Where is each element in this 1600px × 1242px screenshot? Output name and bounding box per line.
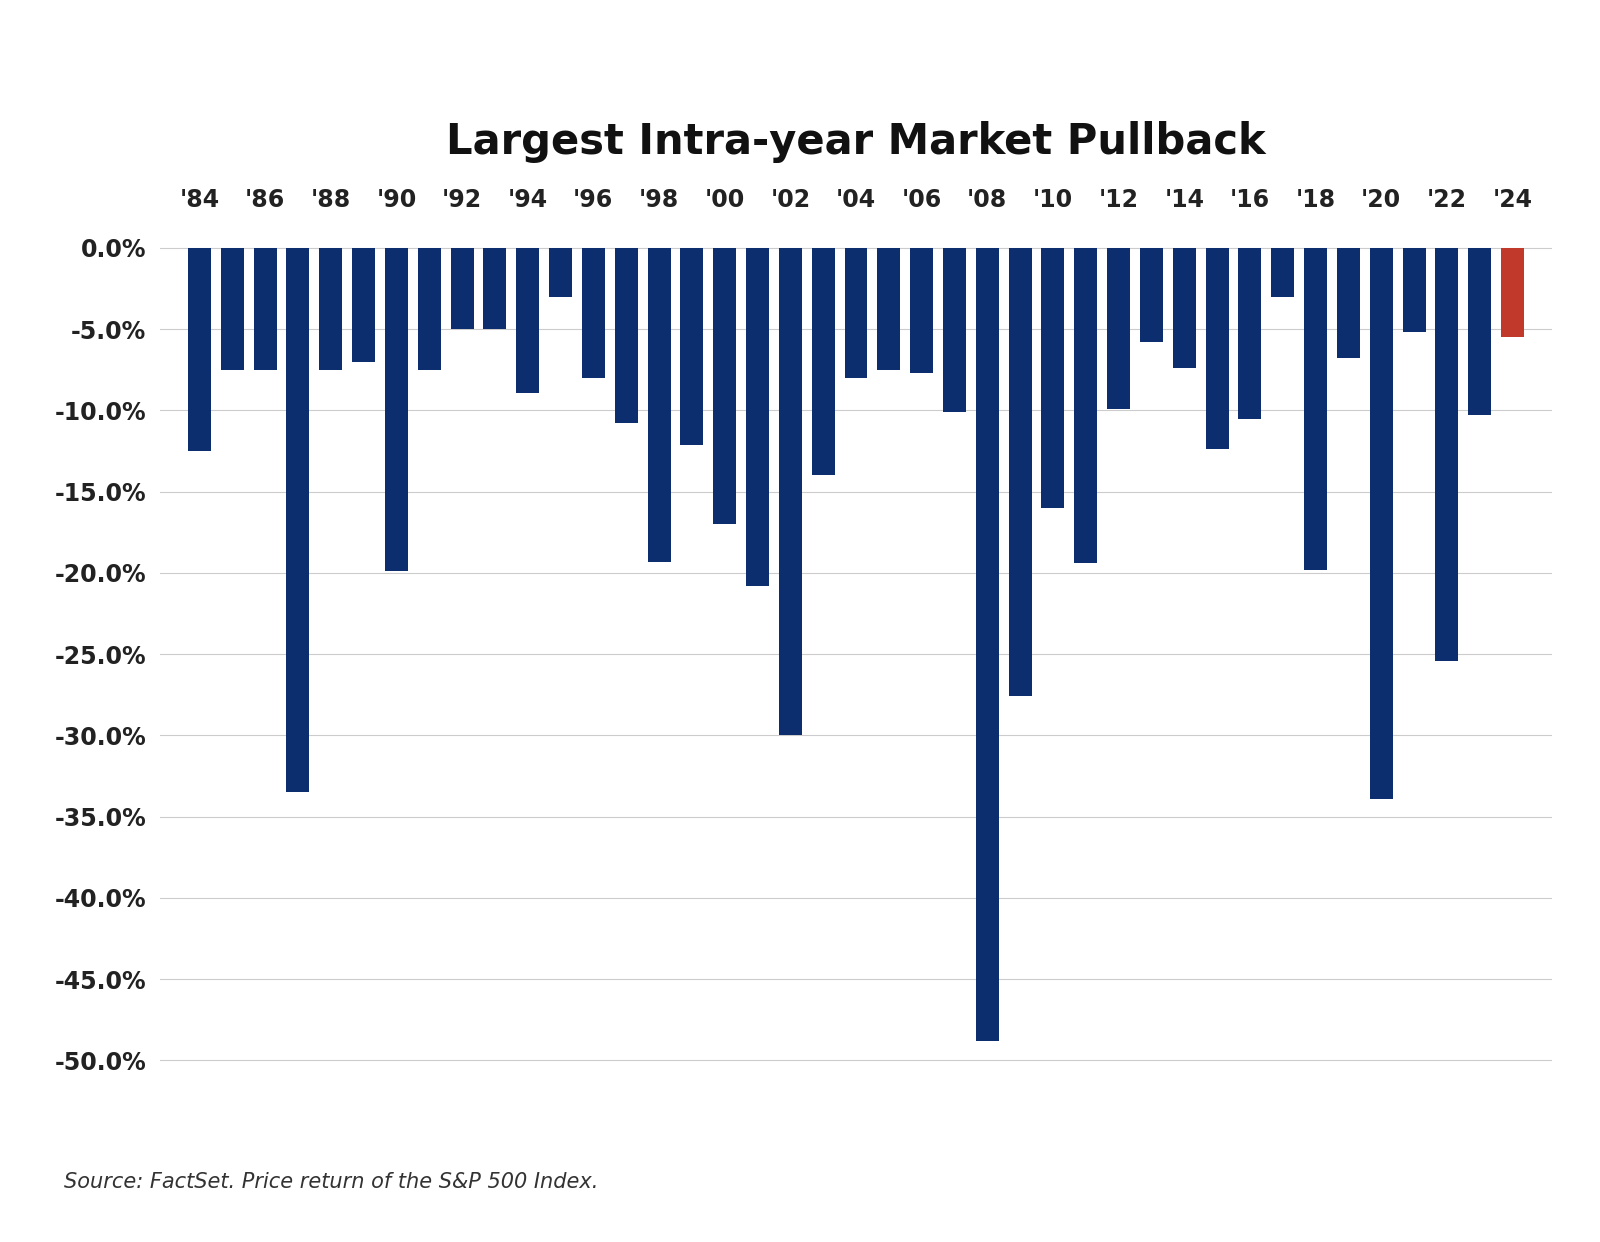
Bar xyxy=(680,248,704,445)
Bar xyxy=(1139,248,1163,343)
Bar xyxy=(1469,248,1491,415)
Bar xyxy=(1435,248,1459,661)
Bar xyxy=(451,248,474,329)
Bar xyxy=(549,248,573,297)
Bar xyxy=(1501,248,1525,338)
Bar xyxy=(1074,248,1098,563)
Bar xyxy=(253,248,277,370)
Bar xyxy=(1173,248,1195,368)
Text: Source: FactSet. Price return of the S&P 500 Index.: Source: FactSet. Price return of the S&P… xyxy=(64,1172,598,1192)
Bar xyxy=(910,248,933,373)
Bar xyxy=(418,248,440,370)
Bar xyxy=(1403,248,1426,333)
Bar xyxy=(1107,248,1130,409)
Bar xyxy=(1206,248,1229,450)
Bar xyxy=(714,248,736,524)
Bar xyxy=(320,248,342,370)
Bar xyxy=(386,248,408,571)
Bar xyxy=(976,248,998,1041)
Bar xyxy=(582,248,605,378)
Bar xyxy=(1008,248,1032,697)
Bar xyxy=(1042,248,1064,508)
Bar xyxy=(352,248,374,361)
Bar xyxy=(1304,248,1326,570)
Bar xyxy=(1238,248,1261,419)
Bar xyxy=(1272,248,1294,297)
Bar xyxy=(877,248,901,370)
Bar xyxy=(187,248,211,451)
Bar xyxy=(1338,248,1360,359)
Bar xyxy=(286,248,309,792)
Bar xyxy=(1370,248,1392,799)
Title: Largest Intra-year Market Pullback: Largest Intra-year Market Pullback xyxy=(446,122,1266,163)
Bar xyxy=(221,248,243,370)
Bar xyxy=(811,248,835,476)
Bar xyxy=(845,248,867,378)
Bar xyxy=(483,248,506,329)
Bar xyxy=(648,248,670,561)
Bar xyxy=(779,248,802,735)
Bar xyxy=(746,248,770,586)
Bar xyxy=(517,248,539,392)
Bar xyxy=(942,248,966,412)
Bar xyxy=(614,248,638,424)
